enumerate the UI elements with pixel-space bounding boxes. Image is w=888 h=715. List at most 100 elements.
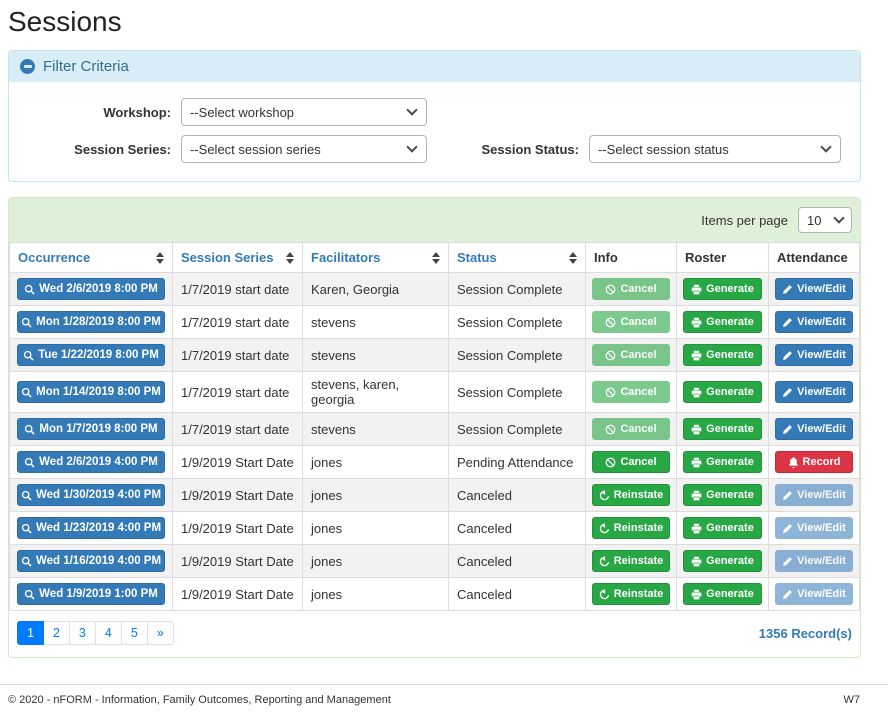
pagination-page[interactable]: 2 [44,621,70,645]
table-footer: 12345» 1356 Record(s) [9,611,860,657]
roster-button[interactable]: Generate [683,278,762,300]
session-series-cell: 1/7/2019 start date [173,413,303,446]
info-button[interactable]: Reinstate [592,583,670,605]
pagination-page[interactable]: 5 [122,621,148,645]
table-row: Wed 1/16/2019 4:00 PM 1/9/2019 Start Dat… [10,545,860,578]
button-label: Cancel [620,349,656,361]
column-header-label: Info [594,250,668,265]
roster-button[interactable]: Generate [683,484,762,506]
attendance-button[interactable]: View/Edit [775,381,853,403]
attendance-button: View/Edit [775,484,853,506]
page-title: Sessions [8,6,861,38]
facilitators-cell: stevens [303,413,449,446]
facilitators-cell: jones [303,446,449,479]
attendance-button[interactable]: View/Edit [775,418,853,440]
info-button[interactable]: Cancel [592,451,670,473]
printer-icon [691,523,702,534]
button-label: View/Edit [797,349,846,361]
column-header-status[interactable]: Status [449,243,586,273]
search-icon [21,387,32,398]
occurrence-button[interactable]: Wed 2/6/2019 4:00 PM [17,451,165,473]
info-button[interactable]: Reinstate [592,484,670,506]
occurrence-button[interactable]: Wed 1/9/2019 1:00 PM [17,583,165,605]
attendance-button[interactable]: View/Edit [775,278,853,300]
ban-icon [605,350,616,361]
workshop-select[interactable]: --Select workshop [181,98,427,126]
button-label: Cancel [620,456,656,468]
table-toolbar: Items per page 10 [9,198,860,242]
button-label: View/Edit [797,588,846,600]
filter-panel-body: Workshop: --Select workshop Session Seri… [9,82,860,181]
pagination-page[interactable]: 3 [70,621,96,645]
session-series-cell: 1/9/2019 Start Date [173,512,303,545]
column-header-session-series[interactable]: Session Series [173,243,303,273]
button-label: View/Edit [797,316,846,328]
column-header-facilitators[interactable]: Facilitators [303,243,449,273]
sessions-table-panel: Items per page 10 Occurrence Session Ser… [8,197,861,658]
chevron-down-icon [406,142,417,153]
info-button[interactable]: Reinstate [592,517,670,539]
roster-button[interactable]: Generate [683,344,762,366]
status-cell: Session Complete [449,306,586,339]
occurrence-button[interactable]: Mon 1/7/2019 8:00 PM [17,418,165,440]
button-label: Cancel [620,386,656,398]
search-icon [24,457,35,468]
attendance-button[interactable]: View/Edit [775,311,853,333]
button-label: Reinstate [614,555,664,567]
minus-circle-icon[interactable] [20,59,35,74]
pencil-icon [782,284,793,295]
roster-button[interactable]: Generate [683,451,762,473]
session-series-select[interactable]: --Select session series [181,135,427,163]
occurrence-button[interactable]: Wed 1/16/2019 4:00 PM [17,550,165,572]
pagination-page[interactable]: 4 [96,621,122,645]
roster-button[interactable]: Generate [683,418,762,440]
attendance-button[interactable]: View/Edit [775,344,853,366]
occurrence-button[interactable]: Wed 2/6/2019 8:00 PM [17,278,165,300]
session-status-label: Session Status: [479,142,589,157]
items-per-page-select[interactable]: 10 [798,207,852,233]
attendance-button: View/Edit [775,583,853,605]
status-cell: Canceled [449,578,586,611]
info-button: Cancel [592,311,670,333]
roster-button[interactable]: Generate [683,550,762,572]
pagination-page[interactable]: 1 [17,621,44,645]
column-header-label: Roster [685,250,760,265]
occurrence-button[interactable]: Mon 1/14/2019 8:00 PM [17,381,165,403]
table-header-row: Occurrence Session Series Facilitators S… [10,243,860,273]
printer-icon [691,490,702,501]
search-icon [21,317,32,328]
occurrence-button[interactable]: Mon 1/28/2019 8:00 PM [17,311,165,333]
button-label: Generate [706,386,754,398]
info-button: Cancel [592,344,670,366]
attendance-button[interactable]: Record [775,451,853,473]
occurrence-button[interactable]: Wed 1/23/2019 4:00 PM [17,517,165,539]
status-cell: Session Complete [449,413,586,446]
roster-button[interactable]: Generate [683,517,762,539]
column-header-label: Facilitators [311,250,428,265]
occurrence-button[interactable]: Tue 1/22/2019 8:00 PM [17,344,165,366]
search-icon [24,589,35,600]
filter-panel-header[interactable]: Filter Criteria [9,51,860,82]
sort-icon [432,252,440,264]
button-label: Reinstate [614,522,664,534]
undo-icon [599,556,610,567]
session-status-select-value: --Select session status [598,142,729,157]
column-header-occurrence[interactable]: Occurrence [10,243,173,273]
pagination-page[interactable]: » [148,621,174,645]
roster-button[interactable]: Generate [683,381,762,403]
roster-button[interactable]: Generate [683,583,762,605]
info-button: Cancel [592,381,670,403]
page-footer: © 2020 - nFORM - Information, Family Out… [0,684,888,715]
button-label: Cancel [620,423,656,435]
session-series-cell: 1/9/2019 Start Date [173,479,303,512]
column-header-label: Session Series [181,250,282,265]
info-button[interactable]: Reinstate [592,550,670,572]
search-icon [21,523,32,534]
filter-panel: Filter Criteria Workshop: --Select works… [8,50,861,182]
occurrence-button-label: Mon 1/14/2019 8:00 PM [36,386,161,398]
button-label: Record [803,456,841,468]
session-status-select[interactable]: --Select session status [589,135,841,163]
occurrence-button-label: Mon 1/7/2019 8:00 PM [39,423,157,435]
occurrence-button[interactable]: Wed 1/30/2019 4:00 PM [17,484,165,506]
roster-button[interactable]: Generate [683,311,762,333]
